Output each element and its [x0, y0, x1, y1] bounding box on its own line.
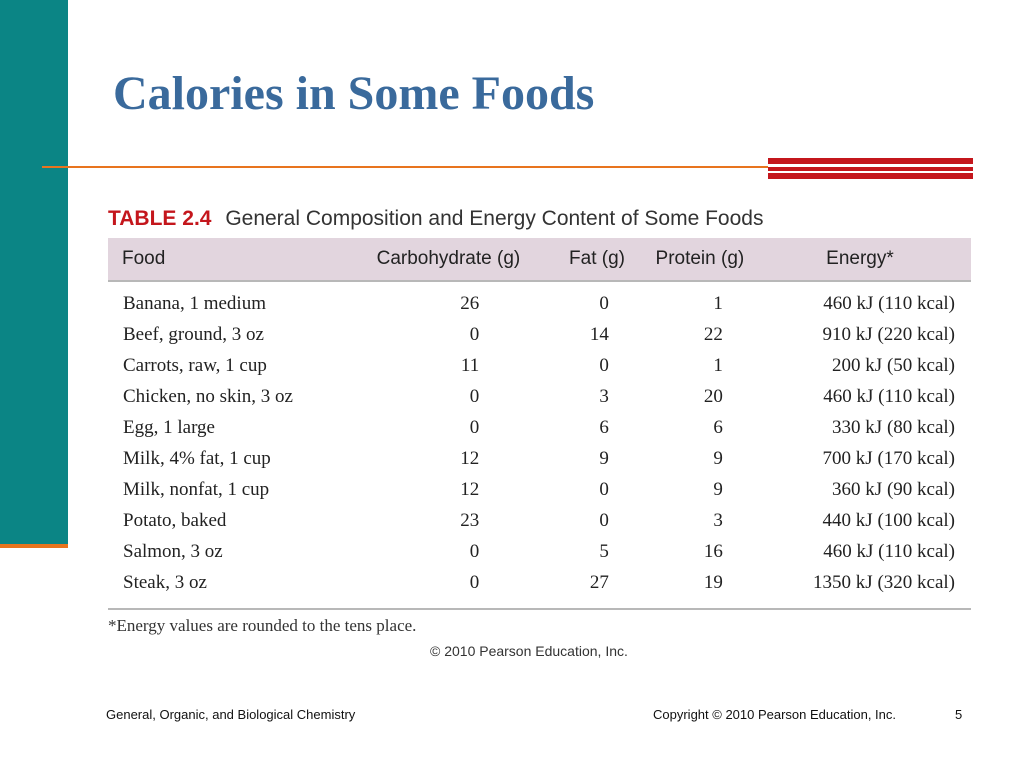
table-row: Steak, 3 oz 0 27 19 1350 kJ (320 kcal) — [108, 567, 971, 610]
cell-carbohydrate: 26 — [460, 292, 480, 314]
cell-carbohydrate: 12 — [460, 447, 480, 469]
cell-energy: 440 kJ (100 kcal) — [822, 509, 955, 531]
table-copyright: © 2010 Pearson Education, Inc. — [430, 643, 628, 659]
table-header-row: Food Carbohydrate (g) Fat (g) Protein (g… — [108, 238, 971, 282]
cell-carbohydrate: 0 — [469, 416, 480, 438]
cell-food: Carrots, raw, 1 cup — [123, 354, 267, 376]
table-row: Chicken, no skin, 3 oz 0 3 20 460 kJ (11… — [108, 381, 971, 412]
cell-food: Steak, 3 oz — [108, 567, 352, 610]
cell-fat: 0 — [599, 478, 609, 500]
cell-carbohydrate: 0 — [469, 540, 480, 562]
cell-carbohydrate: 0 — [469, 385, 480, 407]
table-row: Beef, ground, 3 oz 0 14 22 910 kJ (220 k… — [108, 319, 971, 350]
cell-carbohydrate: 11 — [460, 354, 480, 376]
header-energy: Energy* — [762, 238, 971, 282]
cell-carbohydrate: 0 — [469, 323, 480, 345]
cell-food: Salmon, 3 oz — [123, 540, 223, 562]
divider-accent-block — [768, 158, 973, 179]
cell-protein: 20 — [703, 385, 723, 407]
cell-protein: 1 — [713, 292, 723, 314]
cell-fat: 6 — [599, 416, 609, 438]
header-carbohydrate: Carbohydrate (g) — [351, 238, 560, 282]
cell-protein: 3 — [713, 509, 723, 531]
table-row: Potato, baked 23 0 3 440 kJ (100 kcal) — [108, 505, 971, 536]
side-bar — [0, 0, 68, 545]
cell-protein: 16 — [703, 540, 723, 562]
cell-protein: 22 — [703, 323, 723, 345]
table-row: Egg, 1 large 0 6 6 330 kJ (80 kcal) — [108, 412, 971, 443]
title-divider — [42, 166, 768, 168]
table-caption: TABLE 2.4 General Composition and Energy… — [108, 207, 763, 231]
cell-fat: 5 — [599, 540, 609, 562]
cell-fat: 3 — [599, 385, 609, 407]
footer-course-title: General, Organic, and Biological Chemist… — [106, 707, 356, 722]
cell-energy: 1350 kJ (320 kcal) — [762, 567, 971, 610]
cell-fat: 0 — [599, 509, 609, 531]
cell-food: Egg, 1 large — [123, 416, 215, 438]
footer-copyright: Copyright © 2010 Pearson Education, Inc. — [653, 707, 897, 722]
side-bar-accent — [0, 544, 68, 548]
table-row: Banana, 1 medium 26 0 1 460 kJ (110 kcal… — [108, 281, 971, 319]
table-caption-text: General Composition and Energy Content o… — [225, 207, 764, 230]
cell-fat: 0 — [599, 354, 609, 376]
cell-food: Beef, ground, 3 oz — [123, 323, 264, 345]
table-row: Milk, nonfat, 1 cup 12 0 9 360 kJ (90 kc… — [108, 474, 971, 505]
cell-protein: 19 — [640, 567, 763, 610]
cell-carbohydrate: 23 — [460, 509, 480, 531]
cell-protein: 1 — [713, 354, 723, 376]
table-label: TABLE 2.4 — [108, 207, 212, 230]
accent-stripe — [768, 167, 973, 171]
cell-protein: 6 — [713, 416, 723, 438]
cell-fat: 0 — [599, 292, 609, 314]
cell-energy: 700 kJ (170 kcal) — [822, 447, 955, 469]
accent-stripe — [768, 158, 973, 164]
cell-energy: 910 kJ (220 kcal) — [822, 323, 955, 345]
table-row: Salmon, 3 oz 0 5 16 460 kJ (110 kcal) — [108, 536, 971, 567]
cell-energy: 460 kJ (110 kcal) — [823, 540, 955, 562]
table-row: Carrots, raw, 1 cup 11 0 1 200 kJ (50 kc… — [108, 350, 971, 381]
food-composition-table: Food Carbohydrate (g) Fat (g) Protein (g… — [108, 238, 971, 610]
cell-carbohydrate: 0 — [351, 567, 560, 610]
header-food: Food — [108, 238, 352, 282]
cell-energy: 330 kJ (80 kcal) — [832, 416, 955, 438]
accent-stripe — [768, 173, 973, 179]
header-fat: Fat (g) — [559, 238, 641, 282]
cell-fat: 9 — [599, 447, 609, 469]
cell-food: Potato, baked — [123, 509, 227, 531]
cell-food: Milk, 4% fat, 1 cup — [123, 447, 271, 469]
cell-energy: 460 kJ (110 kcal) — [823, 292, 955, 314]
cell-food: Chicken, no skin, 3 oz — [123, 385, 293, 407]
cell-energy: 200 kJ (50 kcal) — [832, 354, 955, 376]
cell-food: Milk, nonfat, 1 cup — [123, 478, 270, 500]
cell-fat: 27 — [559, 567, 641, 610]
cell-fat: 14 — [589, 323, 609, 345]
cell-carbohydrate: 12 — [460, 478, 480, 500]
cell-protein: 9 — [713, 447, 723, 469]
slide-title: Calories in Some Foods — [113, 67, 595, 120]
page-number: 5 — [955, 707, 963, 722]
cell-protein: 9 — [713, 478, 723, 500]
cell-energy: 360 kJ (90 kcal) — [832, 478, 955, 500]
table-footnote: *Energy values are rounded to the tens p… — [108, 616, 417, 635]
header-protein: Protein (g) — [640, 238, 763, 282]
table-row: Milk, 4% fat, 1 cup 12 9 9 700 kJ (170 k… — [108, 443, 971, 474]
cell-food: Banana, 1 medium — [123, 292, 266, 314]
cell-energy: 460 kJ (110 kcal) — [823, 385, 955, 407]
